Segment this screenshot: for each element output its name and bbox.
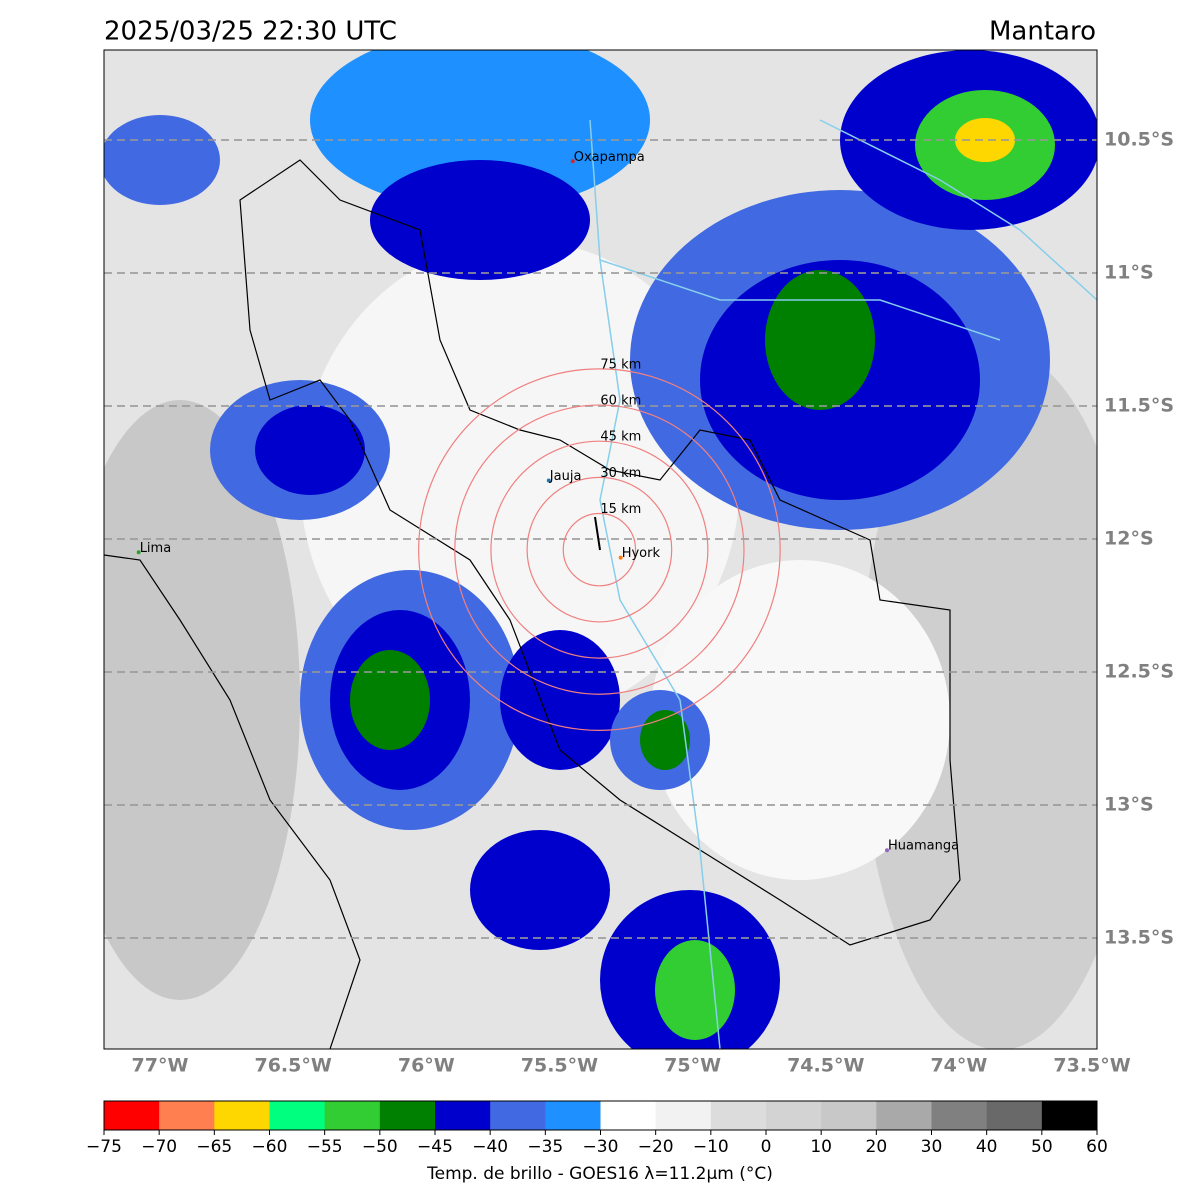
map-frame — [103, 49, 1098, 1050]
colorbar-swatch — [435, 1101, 491, 1130]
range-ring-label: 30 km — [600, 466, 641, 481]
colorbar-swatch — [600, 1101, 657, 1130]
colorbar-swatch — [545, 1101, 601, 1130]
colorbar-tick-label: −60 — [252, 1137, 288, 1157]
colorbar: −75 −70 −65 −60 −55 −50 −45 −40 −35 −30 −20 −10 0 10 2… — [86, 1100, 1108, 1157]
colorbar-tick-label: −40 — [472, 1137, 508, 1157]
range-ring — [526, 476, 673, 623]
colorbar-swatch — [104, 1101, 160, 1130]
colorbar-tick-label: 20 — [866, 1137, 888, 1157]
y-tick-label: 13.5°S — [1104, 927, 1174, 949]
colorbar-tick-label: −75 — [86, 1137, 122, 1157]
range-ring — [418, 368, 781, 731]
colorbar-label: Temp. de brillo - GOES16 λ=11.2μm (°C) — [426, 1164, 773, 1184]
range-ring — [562, 512, 637, 587]
range-ring — [454, 404, 745, 695]
x-tick-label: 74.5°W — [787, 1055, 864, 1077]
colorbar-tick-label: 10 — [810, 1137, 832, 1157]
x-tick-label: 75°W — [664, 1055, 721, 1077]
city-label: Oxapampa — [574, 150, 645, 165]
colorbar-tick-label: −30 — [583, 1137, 619, 1157]
colorbar-tick-label: −50 — [362, 1137, 398, 1157]
colorbar-tick-label: 40 — [976, 1137, 998, 1157]
city-marker — [136, 550, 141, 555]
city-label: Jauja — [549, 469, 582, 484]
colorbar-swatch — [214, 1101, 270, 1130]
y-tick-label: 10.5°S — [1104, 129, 1174, 151]
colorbar-swatch — [269, 1101, 326, 1130]
colorbar-swatch — [766, 1101, 822, 1130]
x-tick-label: 77°W — [132, 1055, 189, 1077]
range-ring-label: 60 km — [600, 394, 641, 409]
colorbar-tick-label: 50 — [1031, 1137, 1053, 1157]
colorbar-tick-label: −65 — [196, 1137, 232, 1157]
title: 2025/03/25 22:30 UTC — [104, 17, 397, 47]
y-tick-label: 12°S — [1104, 528, 1154, 550]
x-tick-label: 76.5°W — [254, 1055, 331, 1077]
city-marker — [618, 555, 623, 560]
city-label: Huamanga — [888, 839, 959, 854]
colorbar-tick-label: 30 — [921, 1137, 943, 1157]
y-tick-label: 13°S — [1104, 794, 1154, 816]
y-tick-label: 12.5°S — [1104, 661, 1174, 683]
colorbar-swatch — [931, 1101, 988, 1130]
colorbar-tick-label: −55 — [307, 1137, 343, 1157]
colorbar-tick-label: 60 — [1086, 1137, 1108, 1157]
colorbar-tick-label: −45 — [417, 1137, 453, 1157]
colorbar-swatch — [876, 1101, 932, 1130]
colorbar-swatch — [379, 1101, 436, 1130]
range-ring-label: 75 km — [600, 357, 641, 372]
range-ring — [490, 440, 709, 659]
city-marker — [884, 848, 889, 853]
city-marker — [546, 478, 551, 483]
city-marker — [570, 159, 575, 164]
x-tick-label: 74°W — [930, 1055, 987, 1077]
region: Mantaro — [989, 17, 1096, 47]
range-ring-label: 15 km — [600, 502, 641, 517]
colorbar-tick-label: −20 — [638, 1137, 674, 1157]
colorbar-swatch — [1041, 1101, 1098, 1130]
city-label: Hyork — [622, 546, 661, 561]
colorbar-swatch — [655, 1101, 712, 1130]
colorbar-swatch — [986, 1101, 1043, 1130]
x-tick-label: 76°W — [398, 1055, 455, 1077]
satellite-field — [104, 50, 1097, 1049]
x-tick-label: 73.5°W — [1053, 1055, 1130, 1077]
x-tick-label: 75.5°W — [521, 1055, 598, 1077]
colorbar-tick-label: −35 — [527, 1137, 563, 1157]
city-label: Lima — [140, 541, 171, 556]
radar-beam — [594, 516, 601, 551]
y-tick-label: 11°S — [1104, 262, 1154, 284]
colorbar-swatch — [490, 1101, 546, 1130]
map-overlay: 15 km 30 km 45 km 60 km 75 km Oxapampa Jauja Hy… — [104, 139, 1097, 939]
colorbar-swatch — [821, 1101, 877, 1130]
colorbar-tick-label: 0 — [761, 1137, 772, 1157]
colorbar-tick-label: −70 — [141, 1137, 177, 1157]
range-ring-label: 45 km — [600, 430, 641, 445]
colorbar-swatch — [710, 1101, 767, 1130]
colorbar-swatch — [159, 1101, 215, 1130]
colorbar-tick-label: −10 — [693, 1137, 729, 1157]
colorbar-swatch — [324, 1101, 381, 1130]
y-tick-label: 11.5°S — [1104, 395, 1174, 417]
